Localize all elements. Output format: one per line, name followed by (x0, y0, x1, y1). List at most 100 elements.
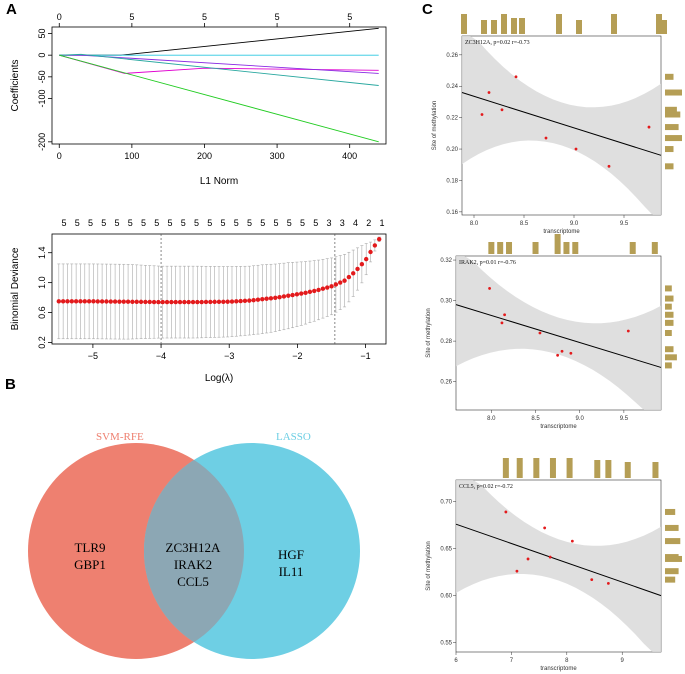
cv-point (138, 299, 144, 305)
correlation-annotation: CCL5, p=0.02 r=-0.72 (459, 484, 513, 490)
venn-right-gene-1: HGF (278, 547, 304, 562)
y-tick-label: -50 (37, 70, 47, 83)
cv-point (221, 299, 226, 304)
marginal-bar-top (576, 20, 582, 34)
x-axis-label: transcriptome (540, 424, 577, 430)
x-tick-label: 6 (454, 658, 458, 664)
correlation-chart-ccl5: 6 7 8 9 0.55 0.60 0.65 0.70 CCL5, p=0.02 r=-0.72… (426, 458, 682, 672)
top-tick-label: 5 (347, 12, 352, 22)
cv-point (60, 299, 66, 304)
cv-point (290, 292, 295, 298)
x-tick-label: −2 (292, 351, 302, 361)
cv-point (104, 299, 109, 304)
correlation-annotation: ZC3H12A, p=0.02 r=-0.73 (465, 40, 530, 46)
top-tick-label: 5 (194, 218, 199, 228)
cv-point (164, 299, 170, 305)
x-tick-label: 400 (342, 151, 357, 161)
y-axis-label: Binomial Deviance (10, 247, 21, 330)
y-tick-label: -200 (37, 133, 47, 151)
y-tick-label: 0.32 (440, 258, 452, 264)
correlation-chart-zc3h12a: 8.0 8.5 9.0 9.5 0.16 0.18 0.20 0.22 0.24 0.26 ZC3H… (432, 14, 682, 235)
marginal-bar-top (461, 14, 467, 34)
marginal-bar-top (532, 242, 539, 254)
cv-point (273, 295, 278, 300)
cv-point (320, 286, 326, 291)
marginal-bar-right (665, 111, 681, 118)
y-tick-label: 0 (37, 53, 47, 58)
marginal-bar-top (594, 460, 601, 478)
cv-point (203, 299, 209, 305)
x-tick-label: 8.5 (520, 221, 529, 227)
x-tick-label: 300 (270, 151, 285, 161)
y-tick-label: 0.18 (446, 178, 458, 184)
top-tick-label: 5 (300, 218, 305, 228)
marginal-bar-right (665, 330, 672, 336)
cv-point (268, 296, 274, 301)
cv-point (351, 271, 356, 276)
data-point (514, 75, 518, 79)
y-axis-label: Site of methylation (426, 541, 432, 590)
cv-point (78, 299, 83, 304)
cv-point (346, 274, 352, 280)
marginal-bar-right (665, 163, 674, 170)
data-point (515, 569, 519, 573)
top-tick-label: 5 (287, 218, 292, 228)
y-tick-label: -100 (37, 89, 47, 107)
cv-point (299, 291, 304, 296)
y-tick-label: 0.26 (446, 53, 458, 59)
y-tick-label: 0.6 (37, 306, 47, 319)
cv-point (199, 299, 204, 305)
x-tick-label: 9 (621, 658, 625, 664)
cv-point (325, 285, 330, 290)
confidence-band (462, 36, 661, 215)
plot-frame (51, 26, 387, 145)
x-axis-label: Log(λ) (205, 373, 233, 384)
cv-point (73, 299, 79, 304)
y-tick-label: 0.65 (440, 547, 452, 553)
cv-point (134, 299, 139, 305)
marginal-bar-right (665, 362, 672, 369)
y-tick-label: 0.60 (440, 594, 452, 600)
data-point (500, 321, 504, 325)
cv-point (359, 262, 365, 267)
cv-point (355, 266, 360, 272)
top-tick-label: 0 (57, 12, 62, 22)
marginal-bar-right (665, 135, 682, 142)
y-tick-label: 50 (37, 28, 47, 38)
marginal-bar-top (519, 18, 525, 34)
data-point (590, 578, 594, 582)
x-tick-label: 8 (565, 658, 569, 664)
marginal-bar-top (502, 458, 509, 478)
cv-point (186, 299, 191, 305)
cv-point (294, 292, 300, 297)
marginal-bar-top (516, 458, 523, 478)
marginal-bar-right (665, 285, 672, 292)
confidence-band (456, 256, 661, 410)
x-tick-label: −3 (224, 351, 234, 361)
x-tick-label: 0 (57, 151, 62, 161)
y-tick-label: 0.2 (37, 336, 47, 349)
marginal-bar-right (665, 524, 679, 531)
marginal-bar-right (665, 106, 677, 113)
data-point (560, 349, 564, 353)
y-tick-label: 0.24 (446, 84, 458, 90)
cv-point (281, 294, 287, 299)
top-tick-label: 5 (275, 12, 280, 22)
cv-point (260, 297, 265, 302)
y-tick-label: 0.70 (440, 500, 452, 506)
x-tick-label: 8.0 (487, 416, 496, 422)
marginal-bar-right (665, 311, 674, 318)
venn-overlap-region (144, 459, 244, 643)
x-tick-label: 8.5 (531, 416, 540, 422)
marginal-bar-top (661, 20, 667, 34)
cv-point (264, 296, 269, 301)
cv-point (212, 299, 217, 305)
y-axis-label: Site of methylation (426, 308, 432, 357)
data-point (526, 557, 530, 561)
top-tick-label: 5 (247, 218, 252, 228)
cv-point (91, 299, 96, 304)
cv-point (182, 299, 187, 305)
marginal-bar-right (665, 295, 674, 302)
cv-point (121, 299, 126, 304)
marginal-bar-top (506, 242, 513, 254)
